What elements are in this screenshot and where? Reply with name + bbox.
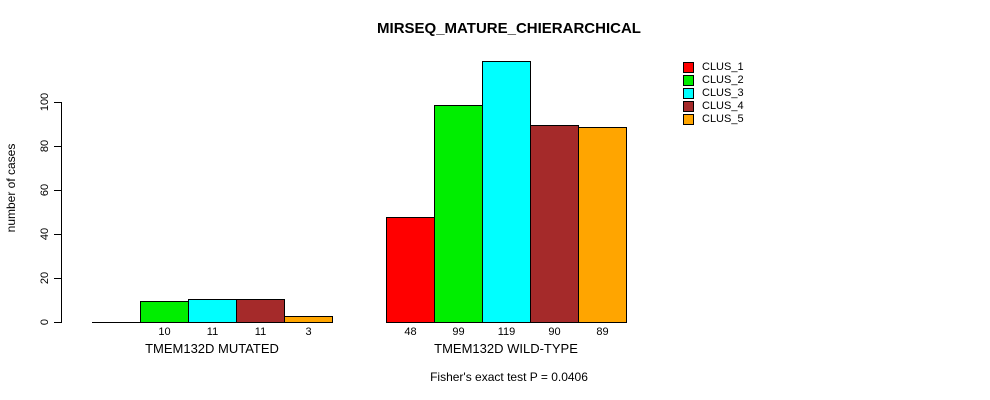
y-tick: [54, 146, 62, 147]
y-tick: [54, 190, 62, 191]
legend-label: CLUS_4: [702, 100, 744, 112]
bar-clus_2: [140, 301, 189, 323]
bar-value-label: 11: [254, 326, 267, 338]
bar-value-label: 48: [404, 326, 417, 338]
y-tick-label: 80: [39, 139, 51, 153]
bar-value-label: 10: [158, 326, 171, 338]
legend-item-clus_2: CLUS_2: [683, 74, 744, 87]
bar-clus_3: [188, 299, 237, 323]
y-tick-label: 40: [39, 227, 51, 241]
bar-clus_1-zero: [92, 322, 141, 323]
y-tick: [54, 102, 62, 103]
y-axis-line: [61, 102, 62, 323]
bar-value-label: 119: [497, 326, 516, 338]
bar-clus_4: [530, 125, 579, 323]
legend-item-clus_4: CLUS_4: [683, 100, 744, 113]
legend: CLUS_1 CLUS_2 CLUS_3 CLUS_4 CLUS_5: [683, 61, 744, 126]
bar-clus_3: [482, 61, 531, 323]
bar-clus_4: [236, 299, 285, 323]
bar-clus_5: [284, 316, 333, 323]
bar-value-label: 3: [305, 326, 312, 338]
y-tick: [54, 234, 62, 235]
y-tick-label: 20: [39, 271, 51, 285]
bar-value-label: 90: [548, 326, 561, 338]
legend-label: CLUS_5: [702, 113, 744, 125]
legend-swatch-clus_5: [683, 114, 694, 125]
chart-title: MIRSEQ_MATURE_CHIERARCHICAL: [377, 20, 641, 37]
legend-item-clus_1: CLUS_1: [683, 61, 744, 74]
bar-value-label: 11: [206, 326, 219, 338]
legend-label: CLUS_1: [702, 61, 744, 73]
fisher-test-note: Fisher's exact test P = 0.0406: [430, 370, 588, 384]
bar-clus_2: [434, 105, 483, 323]
legend-swatch-clus_4: [683, 101, 694, 112]
legend-item-clus_5: CLUS_5: [683, 113, 744, 126]
y-axis-label: number of cases: [4, 143, 18, 233]
y-tick: [54, 278, 62, 279]
bar-value-label: 99: [452, 326, 465, 338]
bar-clus_5: [578, 127, 627, 323]
legend-item-clus_3: CLUS_3: [683, 87, 744, 100]
y-tick-label: 100: [39, 92, 51, 112]
legend-label: CLUS_2: [702, 74, 744, 86]
group-label-tmem132d-mutated: TMEM132D MUTATED: [145, 341, 279, 356]
y-tick: [54, 322, 62, 323]
legend-label: CLUS_3: [702, 87, 744, 99]
y-tick-label: 60: [39, 183, 51, 197]
bar-value-label: 89: [596, 326, 609, 338]
bar-clus_1: [386, 217, 435, 323]
y-tick-label: 0: [39, 318, 51, 326]
group-label-tmem132d-wild-type: TMEM132D WILD-TYPE: [434, 341, 578, 356]
legend-swatch-clus_2: [683, 75, 694, 86]
legend-swatch-clus_3: [683, 88, 694, 99]
legend-swatch-clus_1: [683, 62, 694, 73]
